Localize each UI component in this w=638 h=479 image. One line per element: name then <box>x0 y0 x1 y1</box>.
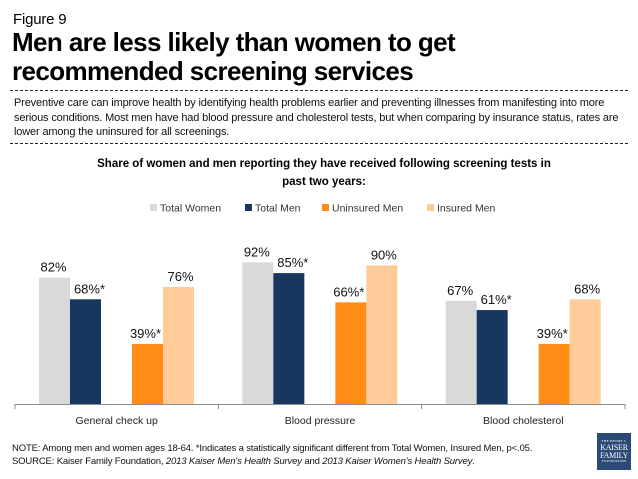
bar-blood-cholesterol-insured-men <box>569 299 601 404</box>
legend-label-total-women: Total Women <box>160 203 221 215</box>
legend-swatch-insured-men <box>427 204 434 211</box>
chart: Share of women and men reporting they ha… <box>14 158 626 427</box>
bar-blood-cholesterol-total-men <box>476 310 508 404</box>
bar-blood-pressure-total-men <box>273 273 305 404</box>
value-label-blood-cholesterol-insured-men: 68% <box>574 281 600 296</box>
bars <box>39 262 601 404</box>
legend-swatch-uninsured-men <box>322 204 329 211</box>
value-label-general-check-up-total-men: 68%* <box>74 281 105 296</box>
value-label-general-check-up-insured-men: 76% <box>167 269 193 284</box>
chart-title-line-1: Share of women and men reporting they ha… <box>97 158 551 170</box>
logo-line-1: THE HENRY J. <box>601 439 627 443</box>
value-label-blood-cholesterol-total-men: 61%* <box>481 292 512 307</box>
value-label-blood-pressure-uninsured-men: 66%* <box>333 284 364 299</box>
source-men-survey: 2013 Kaiser Men's Health Survey <box>165 456 302 467</box>
legend-item-total-women: Total Women <box>150 203 221 215</box>
bar-blood-pressure-insured-men <box>366 265 398 404</box>
chart-title: Share of women and men reporting they ha… <box>97 158 551 188</box>
bar-blood-pressure-uninsured-men <box>335 302 367 404</box>
bar-general-check-up-insured-men <box>163 286 194 404</box>
logo-line-3: FAMILY <box>599 450 629 460</box>
footer-source: SOURCE: Kaiser Family Foundation, 2013 K… <box>12 455 582 468</box>
dashed-divider-bottom <box>10 143 628 144</box>
value-label-blood-cholesterol-total-women: 67% <box>447 283 473 298</box>
legend-swatch-total-women <box>150 204 157 211</box>
bar-general-check-up-uninsured-men <box>132 343 163 404</box>
bar-blood-cholesterol-total-women <box>445 300 477 404</box>
legend-item-uninsured-men: Uninsured Men <box>322 203 403 215</box>
dashed-divider-top <box>10 90 628 91</box>
x-tick-label-blood-cholesterol: Blood cholesterol <box>483 415 564 427</box>
legend-label-total-men: Total Men <box>255 203 301 215</box>
bar-general-check-up-total-men <box>70 299 101 404</box>
source-prefix: SOURCE: Kaiser Family Foundation, <box>12 456 166 467</box>
bar-blood-pressure-total-women <box>242 262 274 404</box>
chart-title-line-2: past two years: <box>282 176 366 188</box>
value-label-blood-pressure-total-women: 92% <box>244 244 270 259</box>
source-mid: and <box>301 456 323 467</box>
legend-label-uninsured-men: Uninsured Men <box>332 203 403 215</box>
value-label-blood-pressure-insured-men: 90% <box>371 247 397 262</box>
value-label-blood-cholesterol-uninsured-men: 39%* <box>537 326 568 341</box>
x-tick-label-general-check-up: General check up <box>76 415 158 427</box>
bar-blood-cholesterol-uninsured-men <box>538 343 570 404</box>
footer: NOTE: Among men and women ages 18-64. *I… <box>12 442 582 468</box>
footer-note: NOTE: Among men and women ages 18-64. *I… <box>12 443 533 454</box>
value-label-blood-pressure-total-men: 85%* <box>277 255 308 270</box>
bar-general-check-up-total-women <box>39 277 70 404</box>
value-label-general-check-up-uninsured-men: 39%* <box>130 326 161 341</box>
x-axis: General check up Blood pressure Blood chol… <box>14 404 626 427</box>
logo-line-2: KAISER <box>600 442 628 452</box>
value-labels: 82% 68%* 39%* 76% 92% 85%* 66%* 90% 67% 61%* 39%* 6… <box>40 244 600 341</box>
source-women-survey: 2013 Kaiser Women's Health Survey <box>322 456 473 467</box>
source-suffix: . <box>472 456 475 467</box>
legend-item-total-men: Total Men <box>245 203 301 215</box>
kaiser-family-foundation-logo: THE HENRY J. KAISER FAMILY FOUNDATION <box>597 433 631 470</box>
value-label-general-check-up-total-women: 82% <box>40 260 66 275</box>
legend-item-insured-men: Insured Men <box>427 203 496 215</box>
legend-label-insured-men: Insured Men <box>437 203 496 215</box>
x-tick-label-blood-pressure: Blood pressure <box>285 415 356 427</box>
legend-swatch-total-men <box>245 204 252 211</box>
figure-label: Figure 9 <box>13 11 67 28</box>
description-text: Preventive care can improve health by id… <box>14 97 619 138</box>
page-title: Men are less likely than women to get re… <box>12 27 456 86</box>
legend: Total Women Total Men Uninsured Men Insured… <box>150 203 496 215</box>
logo-line-4: FOUNDATION <box>601 458 627 463</box>
